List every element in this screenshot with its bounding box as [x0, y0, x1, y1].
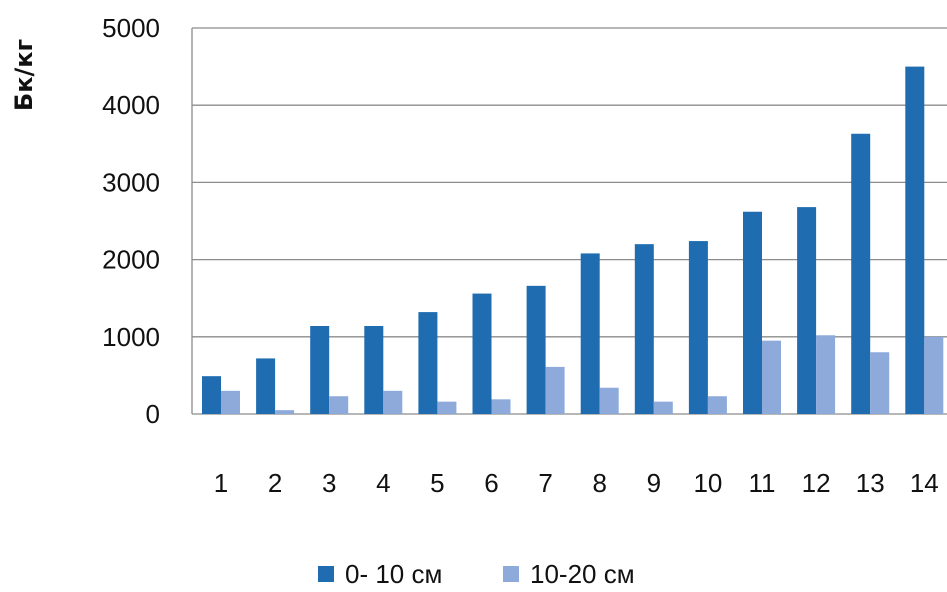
- bar-0-10cm-9: [634, 244, 654, 414]
- y-axis-ticks: 0 1000 2000 3000 4000 5000: [102, 13, 160, 429]
- x-tick-label: 13: [856, 468, 885, 498]
- bar-10-20cm-8: [599, 387, 619, 414]
- y-tick-label: 1000: [102, 322, 160, 352]
- x-tick-label: 3: [322, 468, 336, 498]
- bar-10-20cm-14: [924, 336, 944, 414]
- bar-0-10cm-2: [256, 358, 276, 414]
- bar-10-20cm-11: [762, 340, 781, 414]
- bar-10-20cm-9: [653, 401, 673, 414]
- x-tick-label: 4: [376, 468, 390, 498]
- legend: 0- 10 см 10-20 см: [318, 559, 635, 589]
- bar-10-20cm-7: [545, 366, 565, 414]
- bar-0-10cm-5: [418, 312, 438, 414]
- bar-0-10cm-10: [688, 241, 708, 414]
- bar-0-10cm-8: [580, 253, 600, 414]
- bar-0-10cm-1: [202, 376, 221, 414]
- bar-10-20cm-2: [275, 410, 295, 414]
- bar-10-20cm-4: [383, 390, 403, 414]
- x-tick-label: 5: [430, 468, 444, 498]
- y-tick-label: 2000: [102, 245, 160, 275]
- bar-0-10cm-11: [743, 211, 762, 414]
- y-axis-title: Бк/кг: [10, 39, 38, 111]
- bar-10-20cm-12: [816, 335, 836, 414]
- y-tick-label: 5000: [102, 13, 160, 43]
- y-tick-label: 3000: [102, 167, 160, 197]
- bars: [202, 66, 944, 414]
- x-tick-label: 7: [538, 468, 552, 498]
- legend-label-10-20cm: 10-20 см: [530, 559, 635, 589]
- y-tick-label: 4000: [102, 90, 160, 120]
- bar-10-20cm-5: [437, 401, 457, 414]
- bar-10-20cm-3: [329, 396, 349, 414]
- x-tick-label: 2: [268, 468, 282, 498]
- bar-0-10cm-3: [310, 325, 330, 414]
- x-tick-label: 11: [749, 468, 776, 498]
- legend-label-0-10cm: 0- 10 см: [345, 559, 442, 589]
- y-tick-label: 0: [146, 399, 160, 429]
- x-tick-label: 10: [693, 468, 722, 498]
- bar-0-10cm-4: [364, 325, 384, 414]
- bar-0-10cm-12: [797, 207, 817, 414]
- bar-10-20cm-1: [221, 390, 240, 414]
- bar-10-20cm-13: [870, 352, 890, 414]
- x-axis-ticks: 1 2 3 4 5 6 7 8 9 10 11 12 13 14: [214, 468, 939, 498]
- bar-0-10cm-13: [851, 133, 871, 414]
- x-tick-label: 6: [484, 468, 498, 498]
- bar-10-20cm-10: [707, 396, 727, 414]
- bar-0-10cm-7: [526, 285, 546, 414]
- bar-0-10cm-14: [905, 66, 925, 414]
- x-tick-label: 12: [802, 468, 831, 498]
- legend-swatch-0-10cm: [318, 566, 334, 582]
- bar-10-20cm-6: [491, 399, 511, 414]
- x-tick-label: 14: [910, 468, 939, 498]
- x-tick-label: 1: [214, 468, 228, 498]
- legend-swatch-10-20cm: [503, 566, 519, 582]
- x-tick-label: 8: [592, 468, 606, 498]
- x-tick-label: 9: [647, 468, 661, 498]
- bar-0-10cm-6: [472, 293, 492, 414]
